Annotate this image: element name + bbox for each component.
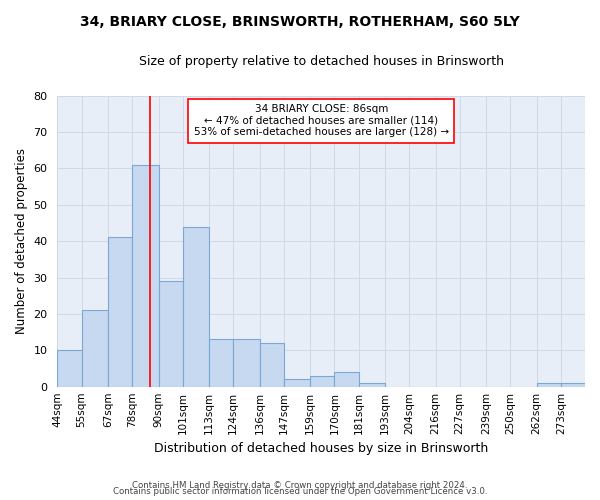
Bar (334, 372, 359, 386)
Text: Contains HM Land Registry data © Crown copyright and database right 2024.: Contains HM Land Registry data © Crown c… (132, 481, 468, 490)
Bar (233, 340, 260, 386)
Bar (310, 376, 334, 386)
Text: 34 BRIARY CLOSE: 86sqm
← 47% of detached houses are smaller (114)
53% of semi-de: 34 BRIARY CLOSE: 86sqm ← 47% of detached… (194, 104, 449, 138)
Bar (158, 281, 183, 386)
X-axis label: Distribution of detached houses by size in Brinsworth: Distribution of detached houses by size … (154, 442, 488, 455)
Text: Contains public sector information licensed under the Open Government Licence v3: Contains public sector information licen… (113, 487, 487, 496)
Y-axis label: Number of detached properties: Number of detached properties (15, 148, 28, 334)
Text: 34, BRIARY CLOSE, BRINSWORTH, ROTHERHAM, S60 5LY: 34, BRIARY CLOSE, BRINSWORTH, ROTHERHAM,… (80, 15, 520, 29)
Title: Size of property relative to detached houses in Brinsworth: Size of property relative to detached ho… (139, 55, 504, 68)
Bar (108, 238, 132, 386)
Bar (284, 380, 310, 386)
Bar (132, 164, 158, 386)
Bar (359, 383, 385, 386)
Bar (209, 340, 233, 386)
Bar (58, 350, 82, 386)
Bar (183, 226, 209, 386)
Bar (260, 343, 284, 386)
Bar (82, 310, 108, 386)
Bar (536, 383, 561, 386)
Bar (561, 383, 585, 386)
